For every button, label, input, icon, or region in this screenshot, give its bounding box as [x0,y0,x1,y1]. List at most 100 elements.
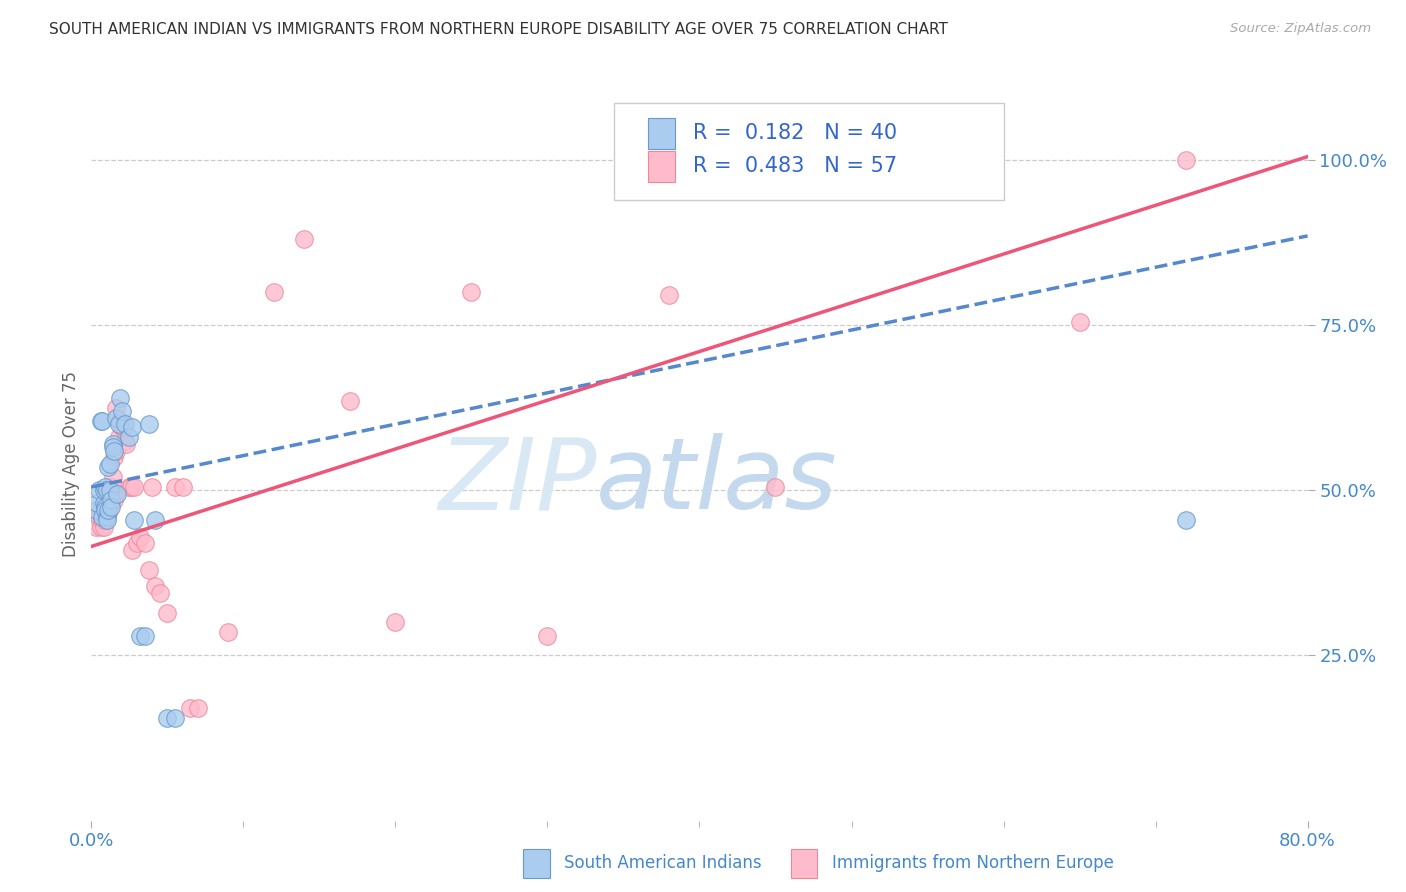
Text: Source: ZipAtlas.com: Source: ZipAtlas.com [1230,22,1371,36]
Point [115,437,138,451]
Point [94,500,117,514]
Point [125,536,148,550]
Point [93,496,115,510]
Point [156,606,179,620]
Point [121,542,143,557]
Point [100,493,122,508]
Point [98,480,121,494]
Point [104,410,127,425]
Point [217,625,239,640]
Point [91,509,114,524]
Point [93,483,115,498]
Point [111,404,134,418]
Point [658,288,681,302]
Point [121,420,143,434]
Point [120,480,142,494]
Point [384,615,406,630]
Point [118,430,141,444]
Point [98,457,121,471]
Text: R =  0.483   N = 57: R = 0.483 N = 57 [693,156,897,177]
Point [97,507,120,521]
Point [179,701,201,715]
Point [292,232,315,246]
Point [143,513,166,527]
Point [1174,513,1197,527]
Text: atlas: atlas [596,434,838,530]
Point [91,414,114,428]
FancyBboxPatch shape [648,118,675,149]
Point [107,417,129,432]
Point [98,483,121,498]
Point [94,503,117,517]
Point [163,711,186,725]
Point [134,629,156,643]
Point [98,496,121,510]
Point [84,519,107,533]
Point [100,500,122,514]
Point [97,503,120,517]
Point [104,401,127,415]
Point [138,417,160,432]
Point [96,483,118,498]
Point [103,443,125,458]
Point [172,480,194,494]
Point [84,503,107,517]
Point [87,509,110,524]
Point [86,496,108,510]
Point [100,496,122,510]
FancyBboxPatch shape [648,151,675,182]
Point [149,585,172,599]
Point [105,483,128,498]
Point [100,480,122,494]
Point [138,563,160,577]
Text: Immigrants from Northern Europe: Immigrants from Northern Europe [832,855,1114,872]
Point [93,519,115,533]
Point [141,480,163,494]
Point [122,480,145,494]
Point [94,503,117,517]
Point [94,513,117,527]
Point [94,480,117,494]
Point [114,434,136,448]
Point [89,519,111,533]
Point [536,629,558,643]
Point [91,513,114,527]
Text: ZIP: ZIP [437,434,596,530]
Point [93,483,115,498]
FancyBboxPatch shape [614,103,1004,200]
Point [765,480,787,494]
Point [103,493,125,508]
Point [87,483,110,498]
Point [96,493,118,508]
Point [658,153,681,167]
Point [112,420,135,434]
Point [103,450,125,465]
Point [122,513,145,527]
Point [97,460,120,475]
Point [156,711,179,725]
Point [339,394,361,409]
Point [96,503,118,517]
Point [89,414,111,428]
Point [187,701,209,715]
Text: South American Indians: South American Indians [564,855,762,872]
Point [86,503,108,517]
Point [118,480,141,494]
Point [110,391,132,405]
FancyBboxPatch shape [790,849,817,878]
Point [110,414,132,428]
Y-axis label: Disability Age Over 75: Disability Age Over 75 [62,371,80,557]
Text: SOUTH AMERICAN INDIAN VS IMMIGRANTS FROM NORTHERN EUROPE DISABILITY AGE OVER 75 : SOUTH AMERICAN INDIAN VS IMMIGRANTS FROM… [49,22,948,37]
Point [96,513,118,527]
Point [114,417,136,432]
Point [101,470,124,484]
Text: R =  0.182   N = 40: R = 0.182 N = 40 [693,123,897,144]
Point [111,420,134,434]
Point [104,443,127,458]
Point [129,629,152,643]
Point [96,509,118,524]
Point [1069,315,1091,329]
Point [1174,153,1197,167]
Point [143,579,166,593]
Point [460,285,482,299]
